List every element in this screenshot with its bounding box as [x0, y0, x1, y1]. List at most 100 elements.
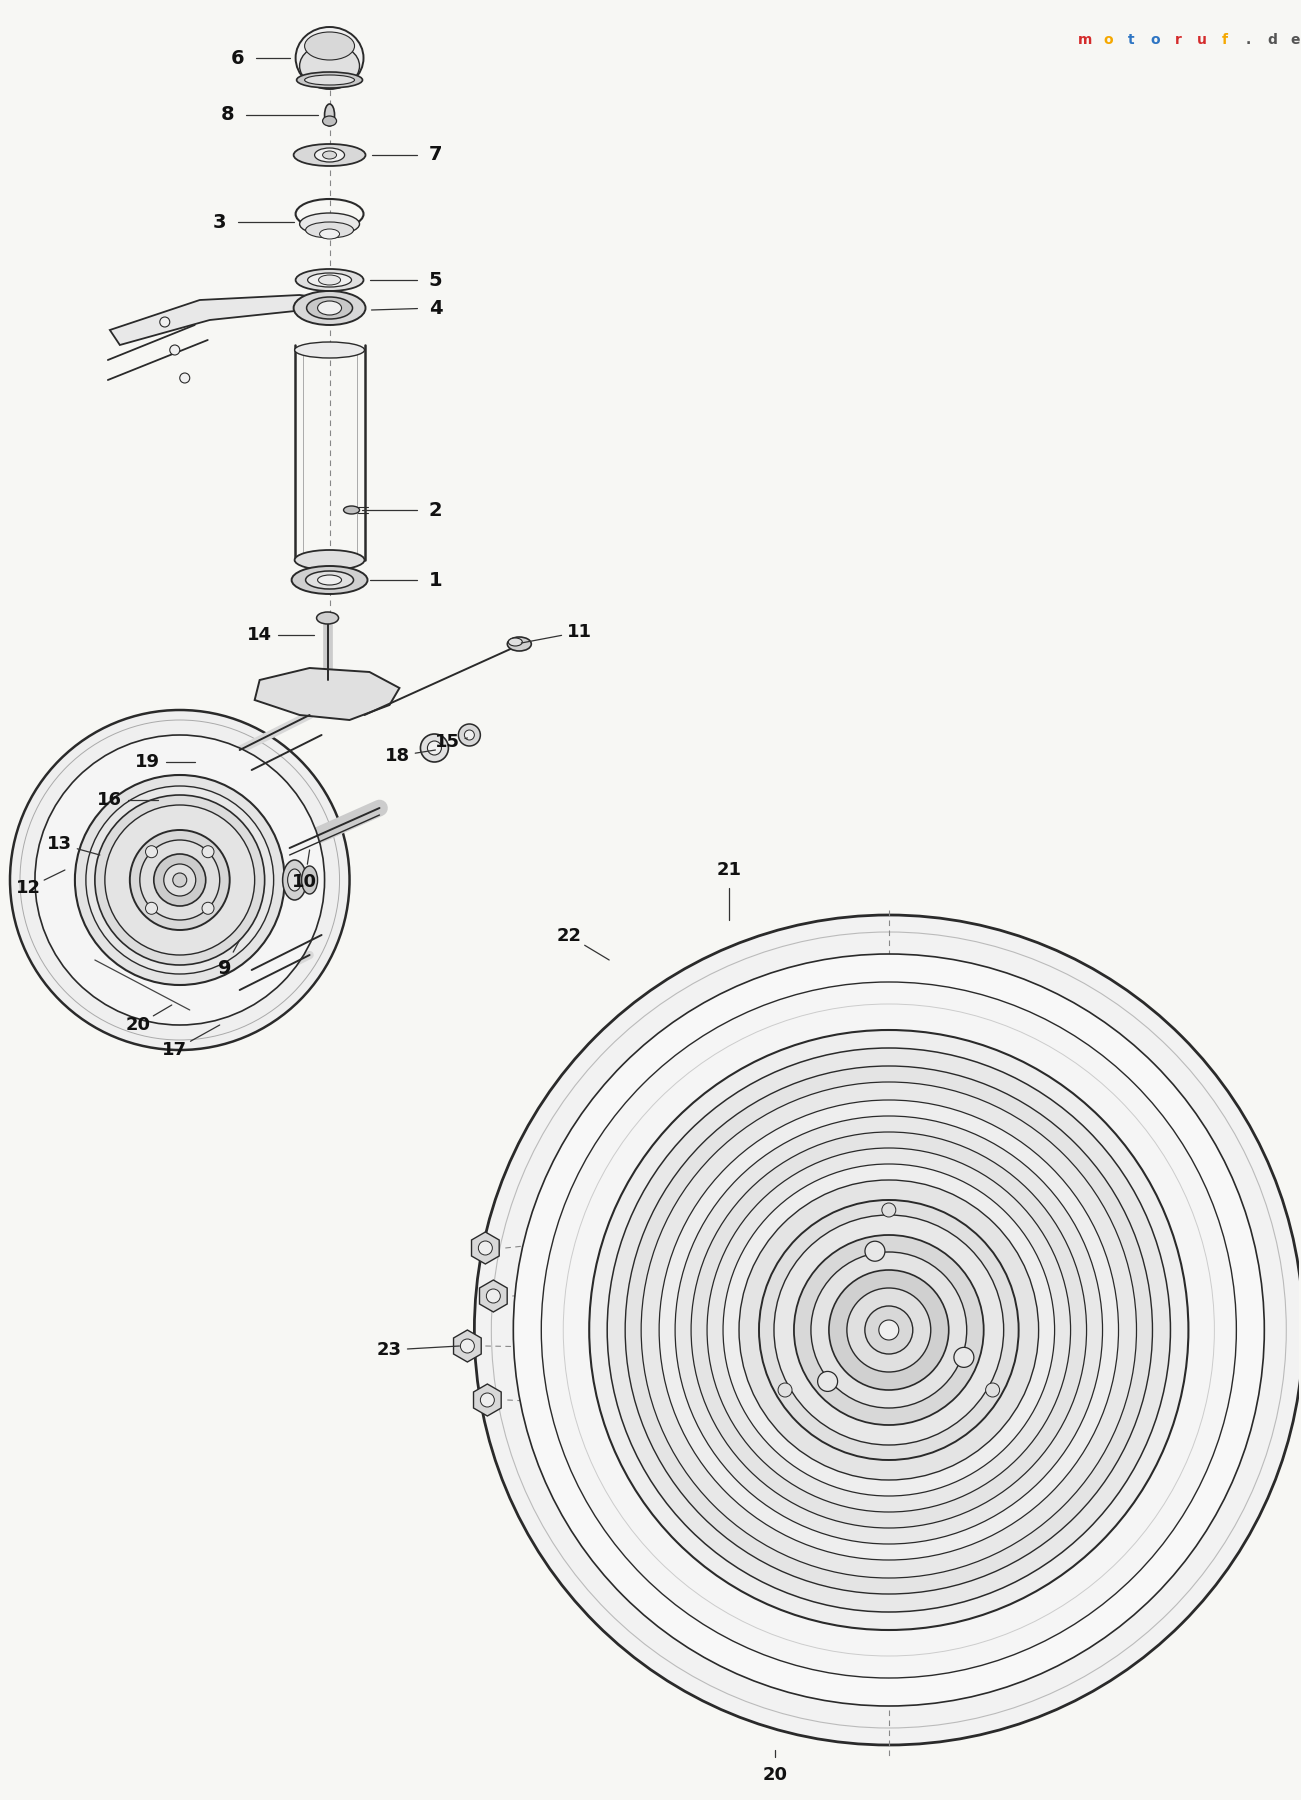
Ellipse shape [304, 32, 355, 59]
Circle shape [660, 1100, 1119, 1561]
Ellipse shape [509, 637, 522, 646]
Ellipse shape [10, 709, 350, 1049]
Circle shape [608, 1048, 1171, 1613]
Text: 20: 20 [762, 1766, 787, 1784]
Ellipse shape [306, 571, 354, 589]
Text: d: d [1267, 32, 1276, 47]
Polygon shape [255, 668, 399, 720]
Ellipse shape [299, 212, 359, 236]
Circle shape [691, 1132, 1086, 1528]
Circle shape [480, 1393, 494, 1408]
Ellipse shape [320, 229, 340, 239]
Ellipse shape [173, 873, 187, 887]
Circle shape [954, 1348, 974, 1368]
Text: 20: 20 [125, 1015, 151, 1033]
Text: 2: 2 [428, 500, 442, 520]
Circle shape [706, 1148, 1071, 1512]
Text: 13: 13 [47, 835, 73, 853]
Ellipse shape [304, 76, 355, 85]
Circle shape [541, 983, 1236, 1678]
Circle shape [479, 1240, 492, 1255]
Text: 15: 15 [435, 733, 461, 751]
Ellipse shape [95, 796, 264, 965]
Text: 18: 18 [385, 747, 410, 765]
Text: 10: 10 [293, 873, 317, 891]
Polygon shape [471, 1231, 500, 1264]
Ellipse shape [464, 731, 475, 740]
Ellipse shape [307, 274, 351, 286]
Circle shape [160, 317, 169, 328]
Circle shape [626, 1066, 1153, 1595]
Text: 16: 16 [98, 790, 122, 808]
Circle shape [514, 954, 1265, 1706]
Circle shape [882, 1202, 896, 1217]
Circle shape [180, 373, 190, 383]
Text: 11: 11 [567, 623, 592, 641]
Ellipse shape [75, 776, 285, 985]
Ellipse shape [343, 506, 359, 515]
Circle shape [202, 902, 213, 914]
Circle shape [589, 1030, 1188, 1631]
Text: .: . [1246, 32, 1252, 47]
Ellipse shape [282, 860, 307, 900]
Circle shape [774, 1215, 1003, 1445]
Circle shape [778, 1382, 792, 1397]
Ellipse shape [288, 869, 302, 891]
Circle shape [146, 902, 157, 914]
Text: 19: 19 [135, 752, 160, 770]
Circle shape [461, 1339, 475, 1354]
Circle shape [487, 1289, 501, 1303]
Text: 21: 21 [717, 860, 742, 878]
Ellipse shape [139, 841, 220, 920]
Ellipse shape [299, 43, 359, 88]
Circle shape [829, 1271, 948, 1390]
Text: 4: 4 [428, 299, 442, 317]
Text: r: r [1175, 32, 1181, 47]
Text: o: o [1150, 32, 1160, 47]
Ellipse shape [323, 151, 337, 158]
Ellipse shape [154, 853, 206, 905]
Text: 23: 23 [377, 1341, 402, 1359]
Circle shape [475, 914, 1301, 1744]
Text: m: m [1077, 32, 1092, 47]
Circle shape [986, 1382, 999, 1397]
Ellipse shape [324, 104, 334, 126]
Ellipse shape [306, 221, 354, 238]
Circle shape [847, 1289, 930, 1372]
Circle shape [794, 1235, 984, 1426]
Circle shape [817, 1372, 838, 1391]
Ellipse shape [307, 297, 353, 319]
Ellipse shape [323, 115, 337, 126]
Ellipse shape [86, 787, 273, 974]
Circle shape [811, 1253, 967, 1408]
Text: 6: 6 [230, 49, 245, 67]
Ellipse shape [294, 144, 366, 166]
Text: 17: 17 [163, 1040, 187, 1058]
Text: 1: 1 [428, 571, 442, 590]
Ellipse shape [420, 734, 449, 761]
Ellipse shape [302, 866, 317, 895]
Ellipse shape [295, 27, 363, 88]
Text: 7: 7 [428, 146, 442, 164]
Circle shape [865, 1307, 913, 1354]
Ellipse shape [317, 301, 342, 315]
Ellipse shape [428, 742, 441, 754]
Text: o: o [1103, 32, 1114, 47]
Text: 12: 12 [16, 878, 40, 896]
Text: 22: 22 [557, 927, 582, 945]
Text: 8: 8 [221, 106, 234, 124]
Circle shape [641, 1082, 1137, 1579]
Ellipse shape [130, 830, 230, 931]
Ellipse shape [458, 724, 480, 745]
Ellipse shape [317, 574, 342, 585]
Ellipse shape [507, 637, 531, 652]
Text: 5: 5 [428, 270, 442, 290]
Text: 9: 9 [219, 958, 232, 977]
Ellipse shape [295, 268, 363, 292]
Ellipse shape [291, 565, 367, 594]
Ellipse shape [294, 342, 364, 358]
Polygon shape [474, 1384, 501, 1417]
Ellipse shape [319, 275, 341, 284]
Text: 3: 3 [213, 212, 226, 232]
Circle shape [169, 346, 180, 355]
